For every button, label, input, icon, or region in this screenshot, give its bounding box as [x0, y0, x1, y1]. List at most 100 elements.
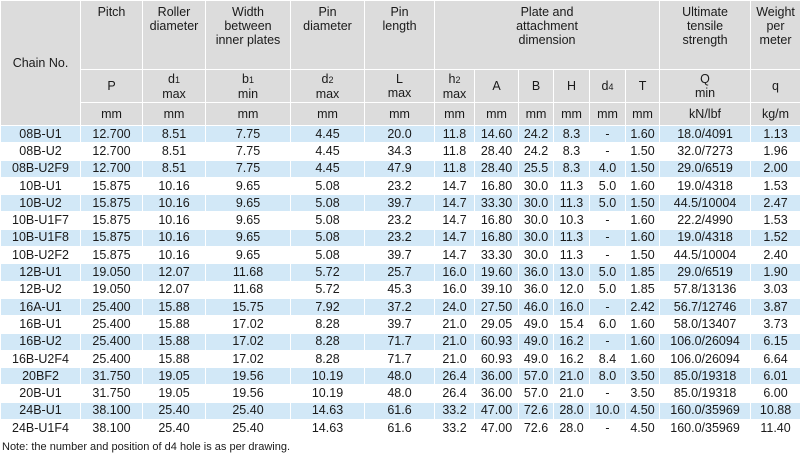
value-cell: 11.40 — [750, 419, 800, 438]
table-row: 16A-U1 25.400 15.88 15.75 7.92 37.2 24.0 27.50 4… — [0, 297, 800, 317]
value-cell: 25.400 — [80, 297, 143, 317]
value-cell: 30.0 — [518, 246, 554, 265]
value-cell: 106.0/26094 — [659, 332, 752, 351]
value-cell: 11.3 — [553, 176, 590, 196]
header-pitch: Pitch — [80, 0, 143, 70]
value-cell: 36.00 — [474, 384, 519, 403]
value-cell: 16.0 — [434, 263, 475, 282]
value-cell: 4.45 — [290, 142, 365, 161]
value-cell: 25.40 — [205, 401, 291, 421]
value-cell: 19.56 — [205, 384, 291, 403]
unit-cell: mm — [142, 102, 206, 126]
value-cell: 25.400 — [80, 349, 143, 369]
value-cell: 4.50 — [624, 401, 661, 421]
footnote: Note: the number and position of d4 hole… — [2, 441, 291, 454]
value-cell: 36.00 — [474, 367, 519, 386]
value-cell: 56.7/12746 — [659, 297, 752, 317]
chain-no-cell: 24B-U1F4 — [0, 419, 81, 438]
value-cell: 57.0 — [518, 384, 554, 403]
value-cell: 1.50 — [624, 194, 661, 213]
value-cell: 61.6 — [364, 401, 435, 421]
value-cell: 49.0 — [518, 332, 554, 351]
value-cell: 5.08 — [290, 211, 365, 230]
value-cell: 16.80 — [474, 211, 519, 230]
value-cell: 11.68 — [205, 280, 291, 299]
value-cell: 11.8 — [434, 159, 475, 178]
value-cell: 8.51 — [142, 159, 206, 178]
table-row: 16B-U2F4 25.400 15.88 17.02 8.28 71.7 21.0 60.9… — [0, 349, 800, 369]
value-cell: 15.88 — [142, 297, 206, 317]
value-cell: 11.8 — [434, 142, 475, 161]
header-pin-length: Pin length — [364, 0, 435, 70]
value-cell: 26.4 — [434, 384, 475, 403]
value-cell: 72.6 — [518, 401, 554, 421]
unit-cell: mm — [434, 102, 475, 126]
symbol-d1: d1 max — [142, 69, 206, 103]
table-row: 10B-U1F8 15.875 10.16 9.65 5.08 23.2 14.7 16.80… — [0, 228, 800, 248]
value-cell: 16.2 — [553, 349, 590, 369]
chain-no-cell: 24B-U1 — [0, 401, 81, 421]
value-cell: 19.56 — [205, 367, 291, 386]
chain-no-cell: 10B-U2 — [0, 194, 81, 213]
unit-cell: mm — [474, 102, 519, 126]
unit-cell: kN/lbf — [659, 102, 752, 126]
chain-no-cell: 12B-U2 — [0, 280, 81, 299]
value-cell: 45.3 — [364, 280, 435, 299]
value-cell: 10.0 — [589, 401, 626, 421]
value-cell: 30.0 — [518, 228, 554, 248]
value-cell: 10.16 — [142, 211, 206, 230]
value-cell: 160.0/35969 — [659, 401, 752, 421]
value-cell: 25.40 — [142, 419, 206, 438]
value-cell: 58.0/13407 — [659, 315, 752, 334]
header-uts: Ultimate tensile strength — [659, 0, 752, 70]
value-cell: 12.700 — [80, 142, 143, 161]
table-row: 12B-U1 19.050 12.07 11.68 5.72 25.7 16.0 19.60 3… — [0, 263, 800, 282]
value-cell: 12.07 — [142, 280, 206, 299]
value-cell: 37.2 — [364, 297, 435, 317]
value-cell: 9.65 — [205, 211, 291, 230]
value-cell: 44.5/10004 — [659, 194, 752, 213]
value-cell: 16.0 — [434, 280, 475, 299]
value-cell: 1.50 — [624, 246, 661, 265]
chain-no-cell: 16A-U1 — [0, 297, 81, 317]
value-cell: 33.30 — [474, 246, 519, 265]
value-cell: 10.3 — [553, 211, 590, 230]
value-cell: 7.92 — [290, 297, 365, 317]
value-cell: 29.05 — [474, 315, 519, 334]
value-cell: 1.96 — [750, 142, 800, 161]
value-cell: 10.16 — [142, 228, 206, 248]
table-body: 08B-U1 12.700 8.51 7.75 4.45 20.0 11.8 14.60 24.… — [0, 124, 800, 438]
value-cell: 8.3 — [553, 142, 590, 161]
value-cell: 14.7 — [434, 211, 475, 230]
unit-cell: mm — [205, 102, 291, 126]
value-cell: 6.00 — [750, 384, 800, 403]
value-cell: 6.64 — [750, 349, 800, 369]
value-cell: 8.51 — [142, 124, 206, 144]
value-cell: 39.7 — [364, 315, 435, 334]
chain-no-cell: 16B-U2F4 — [0, 349, 81, 369]
value-cell: 36.0 — [518, 263, 554, 282]
value-cell: 11.3 — [553, 228, 590, 248]
value-cell: 25.40 — [205, 419, 291, 438]
value-cell: - — [589, 419, 626, 438]
value-cell: 2.40 — [750, 246, 800, 265]
value-cell: 4.50 — [624, 419, 661, 438]
unit-cell: mm — [290, 102, 365, 126]
unit-cell: mm — [553, 102, 590, 126]
header-plate-dimension: Plate and attachment dimension — [433, 0, 661, 70]
symbol-d2: d2 max — [290, 69, 365, 103]
value-cell: 3.50 — [624, 367, 661, 386]
value-cell: 16.0 — [553, 297, 590, 317]
value-cell: 1.53 — [750, 176, 800, 196]
value-cell: 29.0/6519 — [659, 263, 752, 282]
value-cell: 10.19 — [290, 384, 365, 403]
value-cell: 5.08 — [290, 176, 365, 196]
value-cell: 33.30 — [474, 194, 519, 213]
value-cell: 25.400 — [80, 315, 143, 334]
value-cell: 57.0 — [518, 367, 554, 386]
header-pin-diameter: Pin diameter — [290, 0, 365, 70]
value-cell: 1.60 — [624, 124, 661, 144]
value-cell: 24.2 — [518, 142, 554, 161]
